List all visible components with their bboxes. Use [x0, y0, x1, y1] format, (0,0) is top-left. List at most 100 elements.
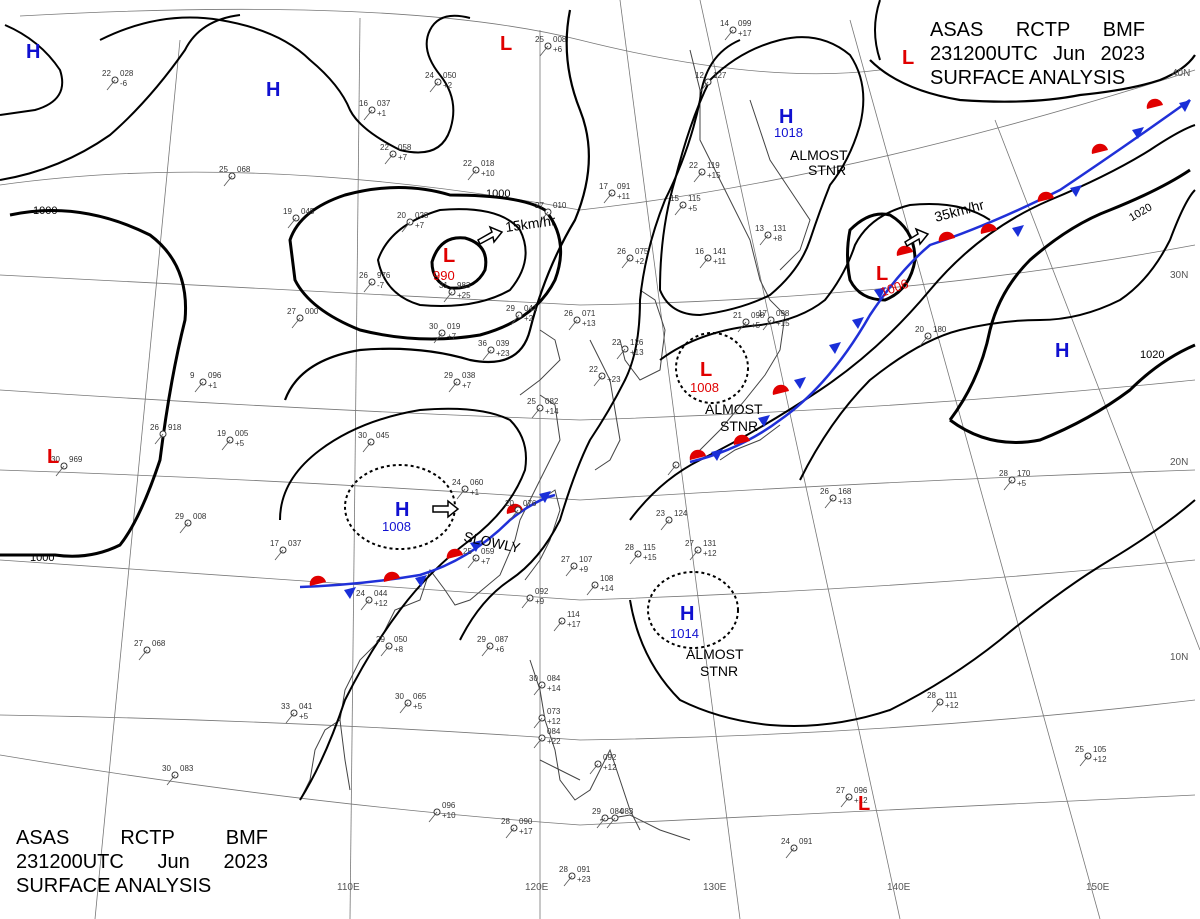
station-pressure: 084: [610, 807, 624, 816]
station-plot: 15 115+5: [670, 194, 701, 216]
station-tendency: +22: [547, 737, 561, 746]
wind-barb: [785, 847, 795, 859]
header-product: ASAS: [930, 19, 984, 41]
station-pressure: 126: [630, 338, 644, 347]
station-temperature: 25: [535, 35, 544, 44]
cold-front-barb: [1179, 100, 1191, 112]
station-plot: 13 131+8: [755, 224, 787, 246]
station-temperature: 29: [444, 371, 453, 380]
station-tendency: +15: [643, 553, 657, 562]
movement-note: ALMOST: [686, 646, 744, 662]
station-pressure: 068: [152, 639, 166, 648]
station-temperature: 25: [527, 397, 536, 406]
station-tendency: +5: [235, 439, 245, 448]
movement-note: STNR: [808, 162, 846, 178]
station-pressure: 083: [180, 764, 194, 773]
warm-front-bump: [938, 231, 955, 242]
wind-barb: [660, 519, 670, 531]
station-temperature: 20: [505, 499, 514, 508]
station-plot: 28 170+5: [999, 469, 1031, 491]
station-tendency: +11: [713, 257, 727, 266]
station-temperature: 24: [781, 837, 790, 846]
wind-barb: [931, 701, 941, 713]
high-center: H: [779, 106, 793, 128]
station-temperature: 29: [376, 635, 385, 644]
wind-barb: [179, 522, 189, 534]
station-tendency: +1: [377, 109, 387, 118]
station-plot: 20 076: [505, 499, 537, 521]
station-pressure: 092: [535, 587, 549, 596]
station-tendency: +14: [600, 584, 614, 593]
station-tendency: +8: [394, 645, 404, 654]
station-tendency: +12: [945, 701, 959, 710]
lon-label: 150E: [1086, 882, 1110, 893]
station-plot: 28 115+15: [625, 543, 657, 565]
cold-front-barb: [344, 587, 356, 599]
station-temperature: 13: [755, 224, 764, 233]
wind-barb: [568, 319, 578, 331]
station-pressure: 044: [374, 589, 388, 598]
station-tendency: +5: [413, 702, 423, 711]
wind-barb: [539, 211, 549, 223]
isobar-label: 1000: [30, 552, 54, 564]
wind-barb: [689, 549, 699, 561]
cold-front-barb: [415, 575, 427, 587]
station-temperature: 28: [927, 691, 936, 700]
header-bottom-left: ASAS RCTP BMF 231200UTC Jun 2023 SURFACE…: [16, 826, 268, 898]
station-pressure: 073: [547, 707, 561, 716]
cold-front-barb: [794, 377, 806, 389]
station-tendency: +10: [481, 169, 495, 178]
station-plot: 30 083: [162, 764, 194, 786]
station-plot: 30 019+7: [429, 322, 461, 344]
station-plots: 25 008+622 028-624 050+216 037+122 058+722 018…: [51, 19, 1107, 887]
wind-barb: [363, 109, 373, 121]
movement-note: STNR: [720, 418, 758, 434]
station-temperature: 28: [625, 543, 634, 552]
low-center: L: [902, 47, 914, 69]
wind-barb: [55, 465, 65, 477]
lon-label: 110E: [337, 882, 360, 893]
movement-speed-label: 15km/hr: [504, 212, 557, 235]
station-temperature: 26: [359, 271, 368, 280]
station-temperature: 16: [695, 247, 704, 256]
station-plot: 096+10: [428, 801, 456, 823]
station-temperature: 27: [134, 639, 143, 648]
header-month: Jun: [157, 851, 190, 873]
wind-barb: [287, 217, 297, 229]
station-pressure: 096: [208, 371, 222, 380]
high-center: H: [1055, 340, 1069, 362]
station-plot: 20 028+7: [397, 211, 429, 233]
station-temperature: 17: [270, 539, 279, 548]
station-plot: 17 098+15: [758, 309, 790, 331]
station-temperature: 22: [589, 365, 598, 374]
station-pressure: 084: [547, 727, 561, 736]
wind-barb: [467, 557, 477, 569]
wind-barb: [221, 439, 231, 451]
low-center: L: [700, 359, 712, 381]
wind-barb: [428, 811, 438, 823]
station-tendency: +25: [457, 291, 471, 300]
station-plot: 092+9: [521, 587, 549, 609]
station-temperature: 14: [720, 19, 729, 28]
station-tendency: +13: [582, 319, 596, 328]
station-plot: 26 918: [150, 423, 182, 445]
station-plot: 29 084: [592, 807, 624, 829]
wind-barb: [1003, 479, 1013, 491]
high-pressure-value: 1014: [670, 626, 699, 641]
station-pressure: 041: [299, 702, 313, 711]
wind-barb: [589, 763, 599, 775]
lat-label: 10N: [1170, 652, 1188, 663]
lat-label: 40N: [1172, 68, 1190, 79]
station-pressure: 091: [799, 837, 813, 846]
station-plot: 33 041+5: [281, 702, 313, 724]
station-tendency: +12: [547, 717, 561, 726]
lat-label: 30N: [1170, 270, 1188, 281]
warm-front-bump: [383, 571, 400, 582]
station-tendency: +17: [567, 620, 581, 629]
isobar-label: 1020: [1127, 201, 1154, 224]
wind-barb: [596, 817, 606, 829]
station-pressure: 084: [547, 674, 561, 683]
warm-front-bump: [1037, 191, 1054, 202]
high-center: H: [680, 603, 694, 625]
cold-front-barb: [711, 449, 723, 461]
